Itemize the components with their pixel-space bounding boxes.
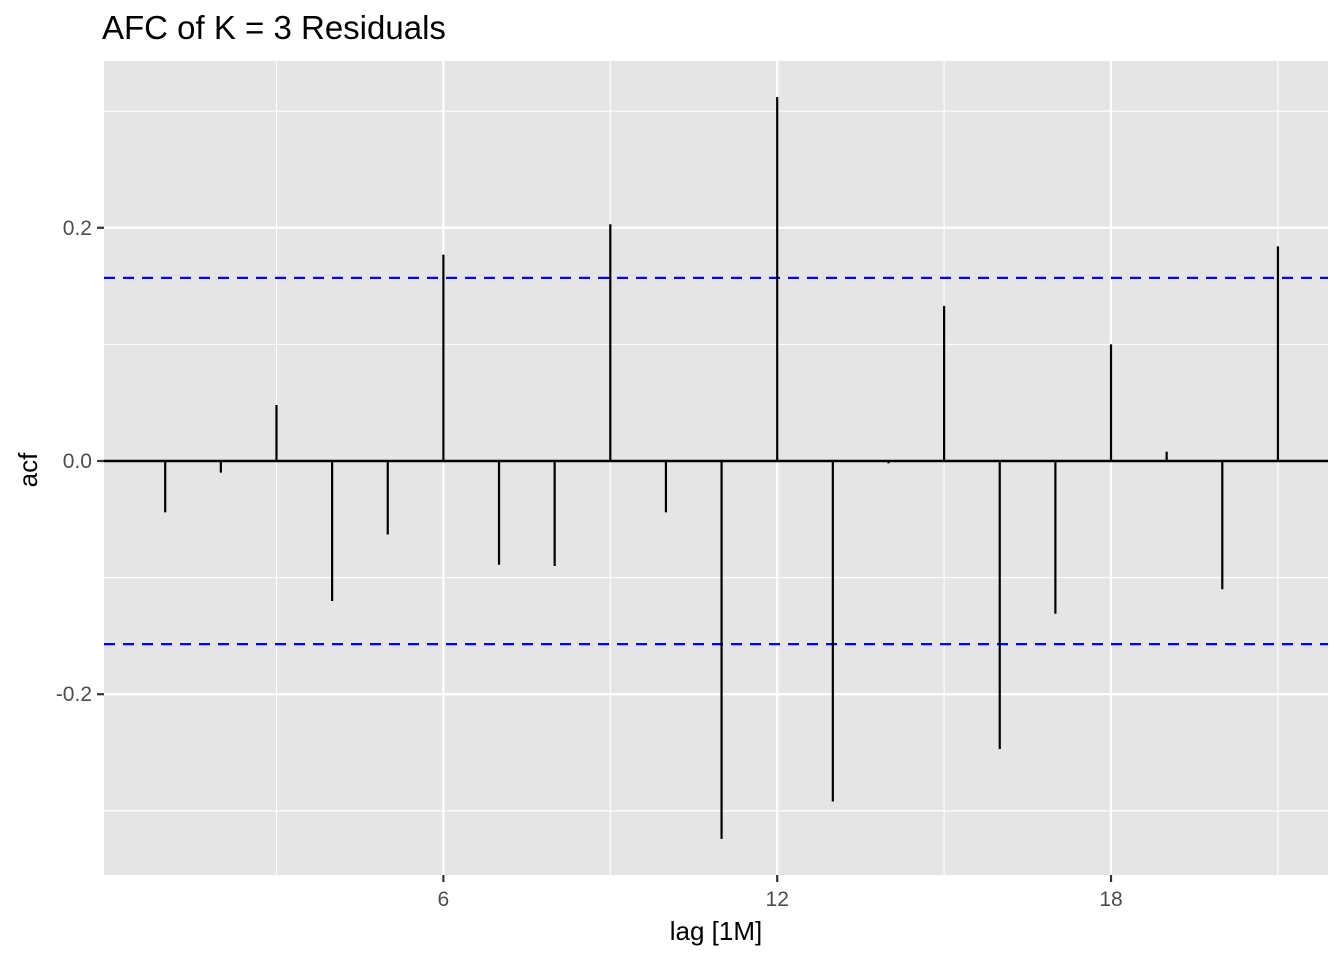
confidence-bounds xyxy=(104,276,1328,646)
y-axis-title: acf xyxy=(13,452,43,487)
plot-panel xyxy=(104,61,1328,875)
chart-title: AFC of K = 3 Residuals xyxy=(102,9,446,46)
y-tick-label: 0.2 xyxy=(63,217,92,240)
acf-bars xyxy=(164,97,1280,839)
y-tick-label: 0.0 xyxy=(63,450,92,473)
x-tick-label: 18 xyxy=(1099,888,1122,911)
x-axis: 6 12 18 xyxy=(438,875,1123,911)
x-tick-label: 12 xyxy=(766,888,789,911)
y-tick-label: -0.2 xyxy=(56,683,92,706)
x-tick-label: 6 xyxy=(438,888,450,911)
minor-gridlines xyxy=(104,61,1328,875)
y-axis: -0.2 0.0 0.2 xyxy=(56,217,104,706)
x-axis-title: lag [1M] xyxy=(670,916,763,946)
